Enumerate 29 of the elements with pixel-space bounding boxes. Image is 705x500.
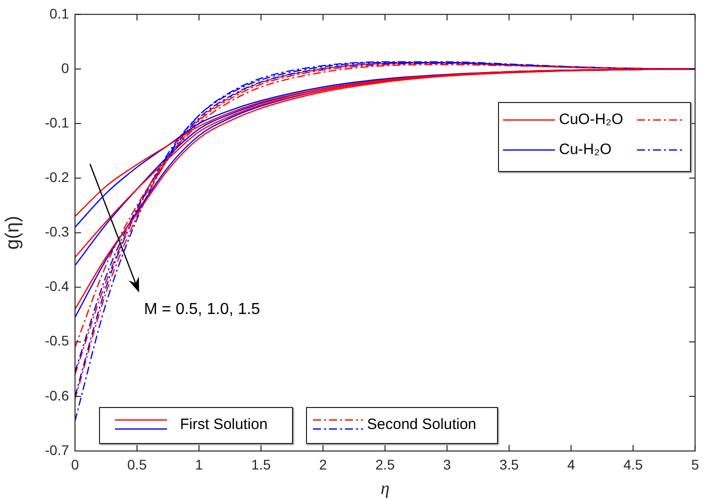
- annotation: First Solution: [180, 416, 268, 433]
- x-tick-label: 0.5: [127, 456, 147, 472]
- y-axis-title: g(η): [2, 216, 24, 250]
- y-tick-label: -0.5: [44, 332, 70, 349]
- y-tick-label: -0.1: [44, 114, 70, 130]
- legend: Second Solution: [306, 407, 498, 444]
- y-tick-label: 0: [61, 60, 70, 76]
- x-tick-label: 2.5: [375, 456, 395, 472]
- annotation: Second Solution: [367, 416, 476, 433]
- annotation: CuO-H₂O: [559, 111, 624, 128]
- annotation: M = 0.5, 1.0, 1.5: [144, 301, 260, 319]
- x-tick-label: 2: [319, 456, 328, 472]
- x-tick-label: 5: [691, 456, 700, 472]
- y-tick-label: -0.6: [44, 387, 70, 404]
- x-tick-label: 1.5: [251, 456, 271, 472]
- x-tick-label: 0: [71, 456, 80, 472]
- y-tick-label: -0.7: [44, 442, 70, 458]
- x-tick-label: 1: [195, 456, 204, 472]
- legend: First Solution: [99, 407, 293, 444]
- x-tick-label: 3: [443, 456, 452, 472]
- annotation: Cu-H₂O: [559, 141, 612, 158]
- x-tick-label: 4.5: [623, 456, 644, 472]
- y-tick-label: 0.1: [50, 5, 70, 22]
- y-tick-label: -0.3: [44, 224, 70, 240]
- x-tick-label: 4: [567, 456, 576, 472]
- x-axis-title: η: [380, 478, 390, 498]
- y-tick-label: -0.2: [44, 168, 70, 185]
- x-tick-label: 3.5: [499, 456, 520, 472]
- y-tick-label: -0.4: [44, 278, 70, 294]
